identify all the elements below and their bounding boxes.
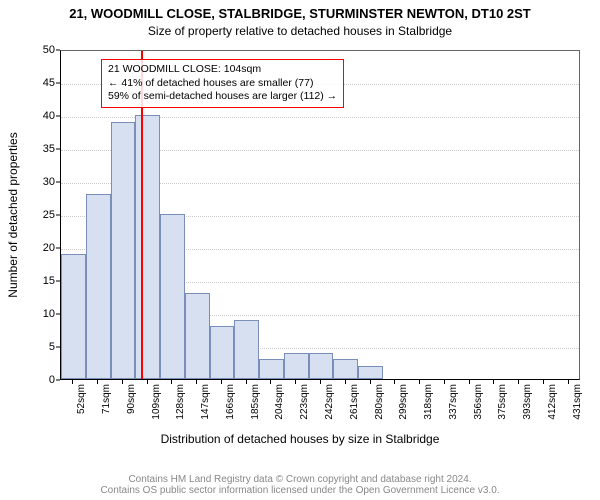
y-tick-mark [56,149,60,150]
y-tick-mark [56,83,60,84]
x-tick-label: 299sqm [398,384,409,420]
y-tick-label: 10 [15,308,55,320]
x-tick-mark [270,380,271,384]
histogram-bar [358,366,383,379]
y-tick-mark [56,50,60,51]
y-tick-mark [56,116,60,117]
histogram-bar [86,194,111,379]
x-tick-label: 166sqm [225,384,236,420]
y-tick-label: 0 [15,374,55,386]
x-tick-mark [295,380,296,384]
footer-attribution: Contains HM Land Registry data © Crown c… [0,474,600,496]
x-tick-mark [246,380,247,384]
y-tick-mark [56,314,60,315]
y-tick-label: 20 [15,242,55,254]
histogram-bar [160,214,185,379]
x-axis-label: Distribution of detached houses by size … [0,432,600,446]
x-tick-label: 71sqm [101,384,112,414]
histogram-bar [210,326,235,379]
annotation-line: ← 41% of detached houses are smaller (77… [108,77,337,91]
y-tick-label: 15 [15,275,55,287]
x-tick-label: 356sqm [473,384,484,420]
x-tick-mark [543,380,544,384]
annotation-line: 21 WOODMILL CLOSE: 104sqm [108,63,337,77]
x-tick-mark [518,380,519,384]
x-tick-mark [345,380,346,384]
x-tick-mark [72,380,73,384]
histogram-bar [259,359,284,379]
x-tick-mark [568,380,569,384]
chart-title-main: 21, WOODMILL CLOSE, STALBRIDGE, STURMINS… [0,6,600,21]
x-tick-mark [493,380,494,384]
x-tick-mark [469,380,470,384]
histogram-bar [111,122,136,379]
y-tick-mark [56,380,60,381]
x-tick-mark [221,380,222,384]
footer-line-1: Contains HM Land Registry data © Crown c… [0,474,600,485]
x-tick-mark [444,380,445,384]
x-tick-label: 109sqm [151,384,162,420]
annotation-line: 59% of semi-detached houses are larger (… [108,90,337,104]
x-tick-label: 90sqm [126,384,137,414]
x-tick-label: 431sqm [572,384,583,420]
x-tick-label: 280sqm [374,384,385,420]
x-tick-mark [196,380,197,384]
x-tick-label: 204sqm [274,384,285,420]
histogram-bar [135,115,160,379]
y-tick-label: 5 [15,341,55,353]
chart-container: 21, WOODMILL CLOSE, STALBRIDGE, STURMINS… [0,0,600,500]
x-tick-mark [419,380,420,384]
x-tick-mark [171,380,172,384]
x-tick-label: 375sqm [497,384,508,420]
y-tick-mark [56,281,60,282]
x-tick-label: 242sqm [324,384,335,420]
x-tick-label: 223sqm [299,384,310,420]
x-tick-mark [320,380,321,384]
x-tick-mark [370,380,371,384]
histogram-bar [309,353,334,379]
y-tick-label: 30 [15,176,55,188]
x-tick-label: 261sqm [349,384,360,420]
y-tick-label: 45 [15,77,55,89]
chart-title-sub: Size of property relative to detached ho… [0,24,600,38]
footer-line-2: Contains OS public sector information li… [0,485,600,496]
histogram-bar [333,359,358,379]
y-tick-mark [56,182,60,183]
y-tick-mark [56,248,60,249]
x-tick-label: 128sqm [175,384,186,420]
annotation-box: 21 WOODMILL CLOSE: 104sqm← 41% of detach… [101,59,344,108]
x-tick-mark [97,380,98,384]
x-tick-label: 412sqm [547,384,558,420]
x-tick-mark [394,380,395,384]
y-tick-label: 40 [15,110,55,122]
histogram-bar [61,254,86,379]
histogram-bar [284,353,309,379]
x-tick-label: 393sqm [522,384,533,420]
y-tick-label: 50 [15,44,55,56]
y-tick-mark [56,215,60,216]
y-tick-mark [56,347,60,348]
x-tick-mark [122,380,123,384]
x-tick-label: 52sqm [76,384,87,414]
x-tick-label: 318sqm [423,384,434,420]
x-tick-label: 147sqm [200,384,211,420]
y-tick-label: 25 [15,209,55,221]
y-tick-label: 35 [15,143,55,155]
histogram-bar [234,320,259,379]
x-tick-label: 337sqm [448,384,459,420]
plot-area: 21 WOODMILL CLOSE: 104sqm← 41% of detach… [60,50,580,380]
histogram-bar [185,293,210,379]
x-tick-label: 185sqm [250,384,261,420]
x-tick-mark [147,380,148,384]
